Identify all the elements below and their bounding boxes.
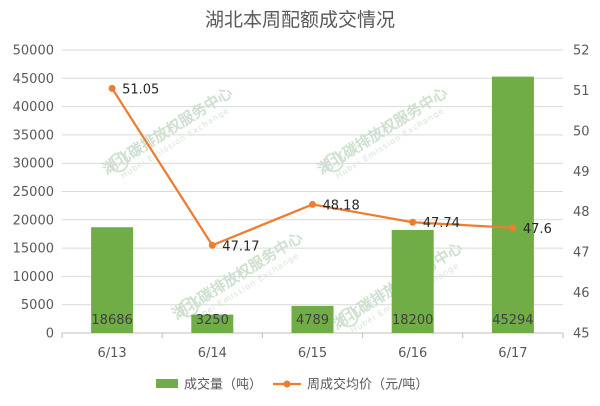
bar-data-label: 45294 (492, 313, 533, 328)
x-tick-label: 6/14 (198, 346, 227, 361)
x-tick-label: 6/15 (298, 346, 327, 361)
bar (491, 76, 534, 334)
y-right-tick-label: 46 (573, 286, 590, 301)
gridlines (62, 49, 563, 334)
line-data-label: 47.6 (523, 222, 552, 237)
legend: 成交量（吨） 周成交均价（元/吨） (156, 377, 428, 393)
x-tick-label: 6/13 (97, 346, 126, 361)
bar (91, 227, 134, 333)
bar-data-label: 4789 (296, 313, 329, 328)
bar-data-label: 18686 (91, 313, 132, 328)
bar-data-label: 3250 (196, 313, 229, 328)
legend-swatch-marker (283, 380, 291, 388)
y-left-tick-label: 0 (46, 327, 54, 342)
watermark-logo-icon (338, 307, 359, 328)
line-point (309, 200, 316, 208)
legend-label: 成交量（吨） (184, 377, 262, 393)
line-data-label: 51.05 (122, 82, 159, 97)
watermark-logo-icon (323, 152, 344, 173)
line-point (108, 84, 116, 92)
y-left-tick-label: 50000 (13, 44, 54, 59)
y-left-tick-label: 15000 (13, 242, 54, 257)
legend-label: 周成交均价（元/吨） (307, 377, 428, 393)
line-point (208, 241, 216, 249)
y-right-tick-label: 51 (573, 84, 590, 99)
line-series: 51.05 47.17 48.18 47.74 47.6 (108, 82, 552, 254)
y-right-tick-label: 47 (573, 246, 590, 261)
chart-title: 湖北本周配额成交情况 (205, 9, 395, 31)
line-point (509, 224, 517, 232)
line-data-label: 47.74 (423, 216, 460, 231)
axes: 0 5000 10000 15000 20000 25000 30000 35000 40000… (13, 44, 590, 362)
legend-swatch-bar (156, 379, 178, 388)
line-data-label: 48.18 (323, 198, 360, 213)
y-left-tick-label: 35000 (13, 128, 54, 143)
bar (191, 314, 234, 333)
line-point (409, 218, 417, 226)
watermark-text: 湖北碳排放权服务中心 (99, 83, 236, 178)
watermark-logo-icon (108, 152, 129, 173)
bar (391, 229, 434, 333)
y-right-tick-label: 48 (573, 205, 590, 220)
y-left-tick-label: 30000 (13, 157, 54, 172)
bar-series: 18686 3250 4789 18200 45294 (91, 76, 534, 334)
y-left-tick-label: 5000 (21, 298, 54, 313)
y-right-tick-label: 45 (573, 327, 590, 342)
y-right-tick-label: 50 (573, 124, 590, 139)
x-tick-label: 6/16 (398, 346, 427, 361)
line-data-label: 47.17 (222, 239, 259, 254)
x-tick-label: 6/17 (498, 346, 527, 361)
y-left-tick-label: 45000 (13, 72, 54, 87)
y-left-tick-label: 40000 (13, 100, 54, 115)
y-left-tick-label: 25000 (13, 185, 54, 200)
y-right-tick-label: 49 (573, 165, 590, 180)
bar-data-label: 18200 (392, 313, 433, 328)
y-right-tick-label: 52 (573, 44, 590, 59)
y-left-tick-label: 20000 (13, 213, 54, 228)
bar (291, 305, 334, 333)
y-left-tick-label: 10000 (13, 270, 54, 285)
watermark-text: 湖北碳排放权服务中心 (314, 83, 451, 178)
